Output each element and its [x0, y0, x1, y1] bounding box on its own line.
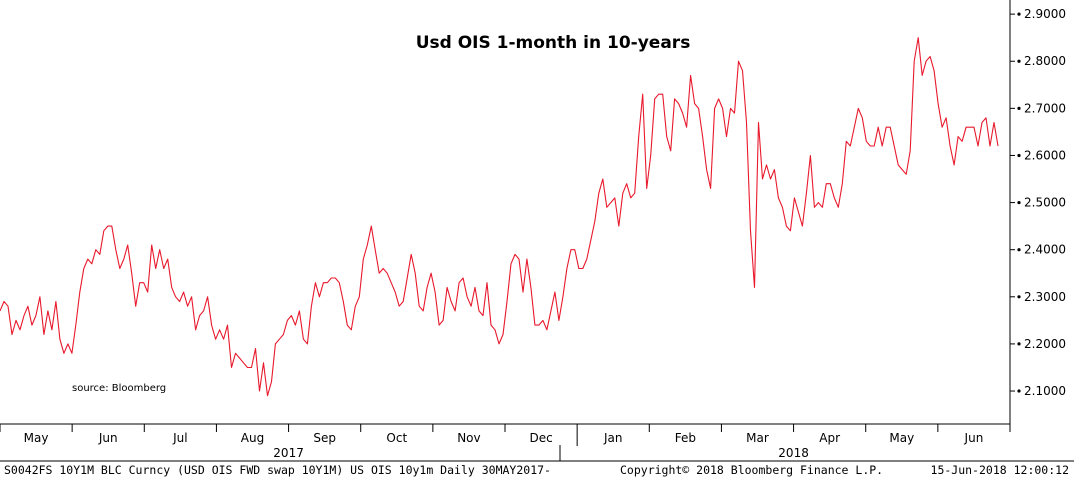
- footer-copyright: Copyright© 2018 Bloomberg Finance L.P.: [620, 463, 883, 477]
- x-tick-label: Jun: [98, 431, 118, 445]
- chart-title: Usd OIS 1-month in 10-years: [416, 33, 691, 53]
- y-tick-label: 2.9000: [1024, 7, 1066, 21]
- footer-security-description: S0042FS 10Y1M BLC Curncy (USD OIS FWD sw…: [4, 463, 551, 477]
- y-tick-dot: [1017, 153, 1021, 158]
- x-tick-label: Jun: [964, 431, 984, 445]
- y-tick-dot: [1017, 106, 1021, 110]
- y-tick-dot: [1017, 389, 1021, 393]
- footer-timestamp: 15-Jun-2018 12:00:12: [931, 463, 1069, 477]
- year-label: 2018: [778, 446, 809, 460]
- y-tick-dot: [1017, 200, 1021, 205]
- y-tick-label: 2.2000: [1024, 337, 1066, 351]
- y-tick-label: 2.6000: [1024, 148, 1066, 162]
- x-tick-label: May: [889, 431, 914, 445]
- x-tick-label: Jan: [603, 431, 623, 445]
- y-tick-label: 2.4000: [1024, 243, 1066, 257]
- x-tick-label: Jul: [172, 431, 187, 445]
- x-tick-label: Sep: [313, 431, 336, 445]
- y-tick-dot: [1017, 12, 1021, 16]
- x-tick-label: Mar: [746, 431, 769, 445]
- x-tick-label: May: [24, 431, 49, 445]
- y-tick-dot: [1017, 59, 1021, 63]
- x-tick-label: Dec: [529, 431, 552, 445]
- x-tick-label: Oct: [386, 431, 407, 445]
- x-tick-label: Aug: [241, 431, 264, 445]
- y-tick-label: 2.7000: [1024, 101, 1066, 115]
- y-tick-label: 2.3000: [1024, 290, 1066, 304]
- y-tick-dot: [1017, 248, 1021, 252]
- x-tick-label: Apr: [819, 431, 840, 445]
- y-tick-label: 2.5000: [1024, 196, 1066, 210]
- series-line: [0, 37, 999, 397]
- y-tick-dot: [1017, 295, 1021, 299]
- x-tick-label: Nov: [457, 431, 480, 445]
- source-annotation: source: Bloomberg: [72, 383, 166, 394]
- y-tick-dot: [1017, 342, 1021, 346]
- y-tick-label: 2.8000: [1024, 54, 1066, 68]
- y-tick-label: 2.1000: [1024, 384, 1066, 398]
- year-label: 2017: [273, 446, 304, 460]
- x-tick-label: Feb: [675, 431, 696, 445]
